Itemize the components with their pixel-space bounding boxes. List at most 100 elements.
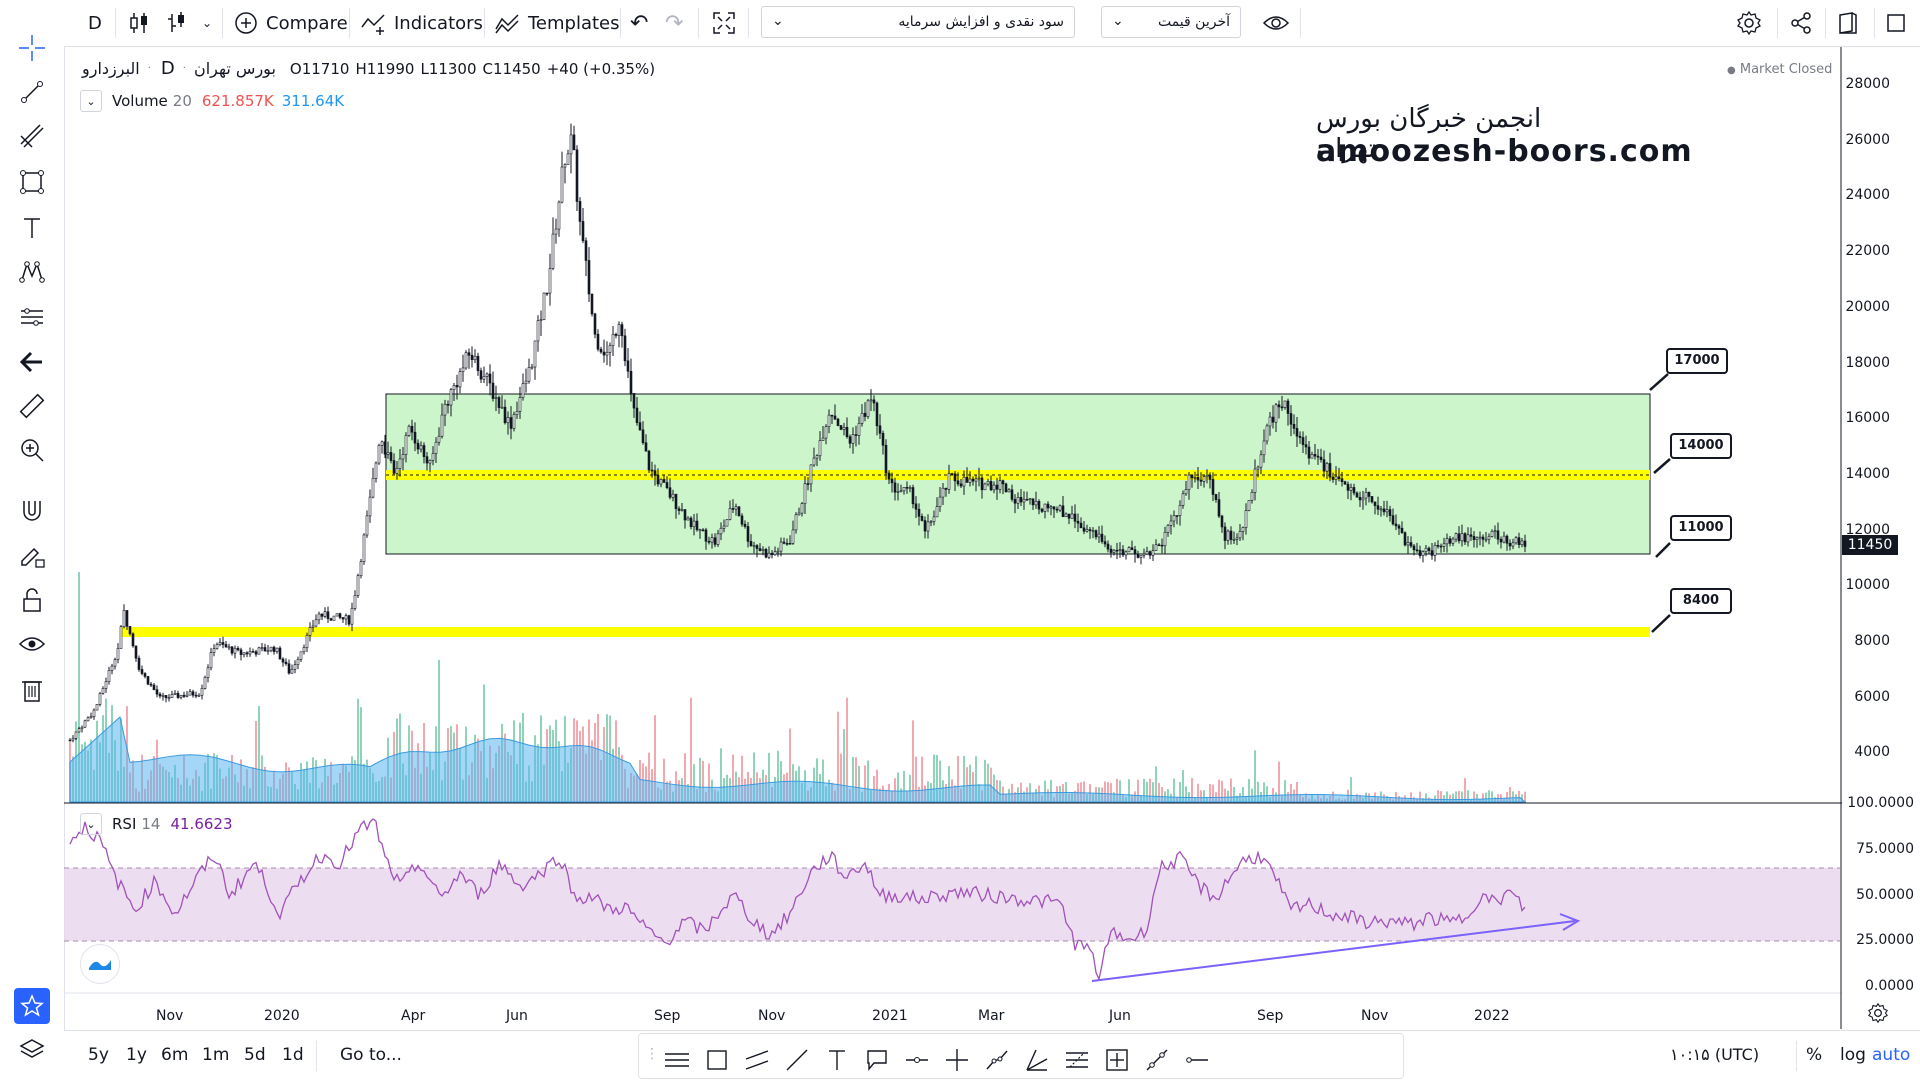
callout-17000[interactable]: 17000 [1666,348,1728,374]
shape-tool[interactable] [14,164,50,200]
visibility-button[interactable] [1262,0,1290,46]
object-tree-tool[interactable] [14,1032,50,1068]
templates-button[interactable]: Templates [494,0,620,46]
horizontal-ray-button[interactable] [657,1040,697,1080]
trend-line-tool[interactable] [14,74,50,110]
rectangle-button[interactable] [697,1040,737,1080]
callout-11000[interactable]: 11000 [1670,515,1732,541]
range-1y[interactable]: 1y [126,1045,147,1065]
symbol-events-dropdown[interactable]: ⌄ سود نقدی و افزایش سرمایه [761,6,1075,38]
range-1m[interactable]: 1m [202,1045,230,1065]
collapse-button[interactable]: ⌄ [80,90,102,112]
indicators-button[interactable]: Indicators [360,0,483,46]
axis-settings-button[interactable] [1868,1002,1888,1027]
candle-body [344,615,348,620]
volume-bar [1248,779,1250,802]
compare-button[interactable]: Compare [234,0,348,46]
fullscreen-button[interactable] [712,0,736,46]
hide-drawings-tool[interactable] [14,626,50,662]
horizontal-line-button[interactable] [897,1040,937,1080]
chart-type-dropdown[interactable]: ⌄ [202,0,212,46]
collapse-button[interactable]: ⌄ [80,813,102,835]
snapshot-button[interactable] [1836,0,1860,46]
price-type-dropdown[interactable]: ⌄ آخرین قیمت [1101,6,1241,38]
pattern-icon [19,261,45,283]
parallel-channel-button[interactable] [737,1040,777,1080]
tradingview-logo[interactable] [80,944,120,984]
symbol-legend[interactable]: البرزدارو · D · بورس تهران O11710 H11990… [82,58,655,79]
volume-bar [1011,783,1013,802]
candle-body [1049,506,1053,509]
candle-body [1100,533,1104,542]
prediction-tool[interactable] [14,299,50,335]
brush-button[interactable] [1137,1040,1177,1080]
horizontal-ray-button-2[interactable] [1177,1040,1217,1080]
watchlist-tool[interactable] [14,988,50,1024]
auto-toggle[interactable]: auto [1872,1045,1911,1065]
interval-button[interactable]: D [88,0,102,46]
volume-bar [1227,790,1229,802]
ohlc-high: H11990 [355,59,415,78]
candle-body [797,512,801,516]
fullscreen-toggle[interactable] [1886,0,1906,46]
cross-line-button[interactable] [937,1040,977,1080]
time-zone-label[interactable]: ۱۰:۱۵ (UTC) [1670,1045,1760,1064]
back-tool[interactable] [14,344,50,380]
candle-body [1469,534,1473,537]
candle-body [1349,487,1353,491]
undo-button[interactable]: ↶ [630,0,648,46]
magnet-tool[interactable] [14,493,50,529]
goto-button[interactable]: Go to... [340,1045,402,1065]
settings-button[interactable] [1737,0,1761,46]
candle-body [1364,491,1368,499]
percent-toggle[interactable]: % [1806,1045,1823,1065]
candle-body [1133,549,1137,555]
candle-body [323,611,327,617]
chart-type-button[interactable] [166,0,188,46]
divider [115,8,116,38]
stay-in-drawing-tool[interactable] [14,537,50,573]
range-5d[interactable]: 5d [244,1045,266,1065]
path-button[interactable] [977,1040,1017,1080]
candle-body [920,516,924,521]
range-1d[interactable]: 1d [282,1045,304,1065]
fib-tool[interactable] [14,118,50,154]
redo-button[interactable]: ↷ [665,0,683,46]
fib-retracement-button[interactable] [1057,1040,1097,1080]
remove-drawings-tool[interactable] [14,672,50,708]
date-price-range-button[interactable] [1097,1040,1137,1080]
measure-tool[interactable] [14,388,50,424]
drag-handle-icon[interactable]: ⋮ [645,1046,659,1062]
candle-body [173,692,177,695]
lock-drawings-tool[interactable] [14,582,50,618]
callout-14000[interactable]: 14000 [1670,433,1732,459]
text-tool[interactable] [14,210,50,246]
rsi-legend[interactable]: ⌄ RSI 14 41.6623 [80,813,233,835]
range-6m[interactable]: 6m [161,1045,189,1065]
zoom-tool[interactable] [14,432,50,468]
callout-button[interactable] [857,1040,897,1080]
candle-body [1376,505,1380,510]
candle-body [464,352,468,369]
candle-body [68,739,72,742]
pattern-tool[interactable] [14,254,50,290]
gann-fan-button[interactable] [1017,1040,1057,1080]
log-toggle[interactable]: log [1840,1045,1866,1065]
volume-title: Volume [112,92,168,110]
chart-canvas[interactable] [64,47,1842,1029]
text-button[interactable] [817,1040,857,1080]
price-type-label: آخرین قیمت [1157,14,1230,30]
candle-body [449,389,453,406]
volume-bar [1230,778,1232,802]
trend-line-button[interactable] [777,1040,817,1080]
range-5y[interactable]: 5y [88,1045,109,1065]
share-button[interactable] [1789,0,1813,46]
callout-8400[interactable]: 8400 [1670,588,1732,614]
candle-body [212,648,216,653]
bar-style-button[interactable] [128,0,150,46]
candle-body [977,477,981,480]
volume-legend[interactable]: ⌄ Volume 20 621.857K 311.64K [80,90,344,112]
price-tick-label: 8000 [1854,633,1890,649]
callout-icon [867,1050,887,1071]
crosshair-tool[interactable] [14,30,50,66]
